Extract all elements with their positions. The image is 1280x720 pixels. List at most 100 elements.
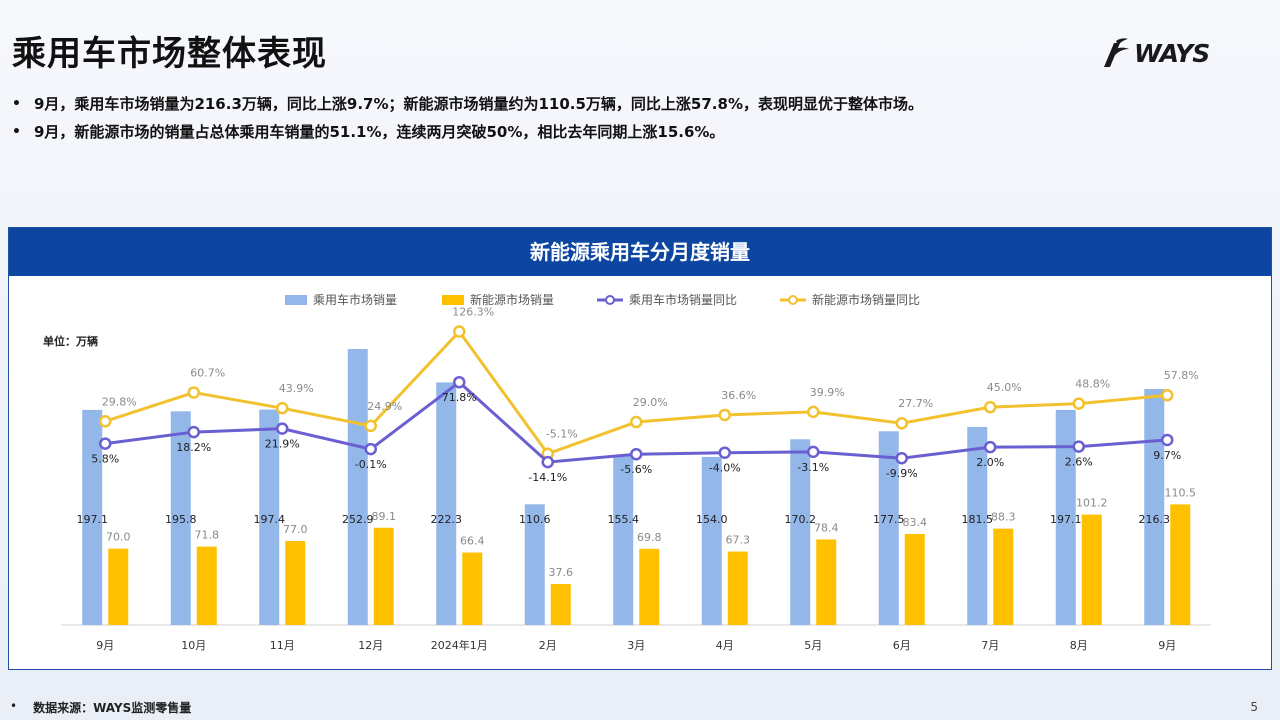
summary-bullets: • 9月，乘用车市场销量为216.3万辆，同比上涨9.7%；新能源市场销量约为1… bbox=[12, 90, 1252, 146]
bar-total-sales bbox=[259, 409, 280, 625]
bar-total-sales bbox=[347, 349, 368, 625]
x-tick-label: 3月 bbox=[627, 639, 645, 652]
total-yoy-label: 21.9% bbox=[265, 438, 300, 451]
total-yoy-marker bbox=[276, 422, 289, 435]
nev-yoy-marker bbox=[453, 325, 466, 338]
nev-yoy-marker bbox=[1161, 388, 1174, 402]
bar-nev-sales bbox=[462, 552, 483, 625]
data-label-nev-sales: 89.1 bbox=[372, 510, 397, 523]
data-label-nev-sales: 110.5 bbox=[1165, 486, 1197, 499]
bar-nev-sales bbox=[904, 533, 925, 625]
nev-yoy-marker bbox=[187, 386, 200, 399]
total-yoy-marker bbox=[1072, 440, 1085, 453]
total-yoy-marker bbox=[984, 440, 997, 454]
legend-marker bbox=[605, 295, 615, 305]
bullet-dot: • bbox=[12, 96, 21, 112]
data-label-nev-sales: 78.4 bbox=[814, 521, 839, 534]
total-yoy-marker bbox=[1161, 433, 1174, 447]
ways-logo-icon bbox=[1104, 38, 1129, 67]
page-title: 乘用车市场整体表现 bbox=[12, 34, 327, 74]
nev-yoy-marker bbox=[364, 419, 377, 433]
bar-nev-sales bbox=[816, 539, 837, 625]
data-label-total-sales: 197.4 bbox=[254, 513, 286, 526]
nev-yoy-label: 43.9% bbox=[279, 382, 314, 395]
data-label-nev-sales: 71.8 bbox=[195, 529, 220, 542]
chart-title: 新能源乘用车分月度销量 bbox=[9, 228, 1271, 276]
data-label-nev-sales: 69.8 bbox=[637, 531, 662, 544]
nev-yoy-marker bbox=[718, 408, 731, 422]
bullet-text: 9月，乘用车市场销量为216.3万辆，同比上涨9.7%；新能源市场销量约为110… bbox=[34, 95, 923, 113]
x-tick-label: 11月 bbox=[270, 639, 295, 652]
nev-yoy-marker bbox=[807, 405, 820, 419]
nev-yoy-marker bbox=[276, 401, 289, 415]
x-tick-label: 4月 bbox=[716, 639, 734, 652]
x-tick-label: 9月 bbox=[96, 639, 114, 652]
data-label-total-sales: 181.5 bbox=[962, 513, 994, 526]
data-label-total-sales: 197.1 bbox=[77, 513, 109, 526]
nev-yoy-label: 45.0% bbox=[987, 381, 1022, 394]
nev-yoy-label: 60.7% bbox=[190, 367, 225, 380]
x-tick-label: 8月 bbox=[1070, 639, 1088, 652]
data-label-nev-sales: 83.4 bbox=[903, 516, 928, 529]
footer-bullet: • bbox=[10, 699, 18, 713]
data-label-nev-sales: 77.0 bbox=[283, 523, 308, 536]
bar-nev-sales bbox=[196, 546, 217, 625]
bar-nev-sales bbox=[727, 551, 748, 625]
ways-logo: WAYS bbox=[1100, 36, 1220, 70]
data-label-nev-sales: 88.3 bbox=[991, 511, 1016, 524]
data-label-total-sales: 197.1 bbox=[1050, 513, 1082, 526]
legend-label: 乘用车市场销量 bbox=[313, 292, 397, 307]
data-label-total-sales: 195.8 bbox=[165, 513, 197, 526]
x-tick-label: 12月 bbox=[358, 639, 383, 652]
total-yoy-label: -3.1% bbox=[797, 461, 829, 474]
bullet-text: 9月，新能源市场的销量占总体乘用车销量的51.1%，连续两月突破50%，相比去年… bbox=[34, 123, 725, 141]
nev-yoy-label: -5.1% bbox=[546, 428, 578, 441]
bar-total-sales bbox=[1144, 388, 1165, 625]
total-yoy-marker bbox=[630, 447, 643, 461]
bar-total-sales bbox=[1055, 409, 1076, 625]
nev-yoy-label: 27.7% bbox=[898, 397, 933, 410]
total-yoy-label: 9.7% bbox=[1153, 449, 1181, 462]
total-yoy-label: 2.6% bbox=[1065, 456, 1093, 469]
nev-yoy-label: 36.6% bbox=[721, 389, 756, 402]
page-number: 5 bbox=[1250, 700, 1258, 714]
total-yoy-label: 71.8% bbox=[442, 391, 477, 404]
bar-total-sales bbox=[878, 431, 899, 625]
x-tick-label: 9月 bbox=[1158, 639, 1176, 652]
data-label-total-sales: 177.5 bbox=[873, 513, 905, 526]
nev-yoy-label: 29.0% bbox=[633, 396, 668, 409]
chart: 单位：万辆 乘用车市场销量 新能源市场销量 乘用车市场销量同比 新能源市场销量同比 9月 1… bbox=[43, 292, 1211, 652]
footer: • 数据来源：WAYS监测零售量 bbox=[10, 699, 191, 716]
nev-yoy-marker bbox=[1072, 397, 1085, 410]
data-label-total-sales: 155.4 bbox=[608, 513, 640, 526]
x-tick-label: 10月 bbox=[181, 639, 206, 652]
summary-bullet: • 9月，新能源市场的销量占总体乘用车销量的51.1%，连续两月突破50%，相比… bbox=[12, 118, 1252, 146]
data-label-nev-sales: 70.0 bbox=[106, 531, 131, 544]
x-tick-label: 2024年1月 bbox=[431, 638, 488, 652]
legend-label: 新能源市场销量同比 bbox=[812, 292, 920, 307]
logo-text: WAYS bbox=[1134, 38, 1210, 68]
bar-total-sales bbox=[170, 411, 191, 625]
nev-yoy-label: 24.9% bbox=[367, 400, 402, 413]
data-label-nev-sales: 67.3 bbox=[726, 534, 751, 547]
bar-nev-sales bbox=[993, 528, 1014, 625]
total-yoy-label: 2.0% bbox=[976, 456, 1004, 469]
data-label-total-sales: 216.3 bbox=[1139, 513, 1171, 526]
x-tick-label: 5月 bbox=[804, 639, 822, 652]
total-yoy-label: -5.6% bbox=[620, 463, 652, 476]
x-tick-label: 2月 bbox=[539, 639, 557, 652]
nev-yoy-marker bbox=[99, 415, 112, 428]
bar-nev-sales bbox=[639, 548, 660, 625]
bar-total-sales bbox=[790, 439, 811, 625]
bar-nev-sales bbox=[373, 527, 394, 625]
legend-marker bbox=[788, 295, 798, 305]
total-yoy-label: 18.2% bbox=[176, 441, 211, 454]
x-tick-label: 7月 bbox=[981, 639, 999, 652]
data-label-nev-sales: 66.4 bbox=[460, 535, 485, 548]
total-yoy-marker bbox=[895, 451, 908, 465]
data-label-nev-sales: 37.6 bbox=[549, 566, 574, 579]
legend-swatch bbox=[285, 295, 307, 305]
data-label-total-sales: 170.2 bbox=[785, 513, 817, 526]
nev-yoy-label: 57.8% bbox=[1164, 369, 1199, 382]
data-label-total-sales: 252.9 bbox=[342, 513, 374, 526]
